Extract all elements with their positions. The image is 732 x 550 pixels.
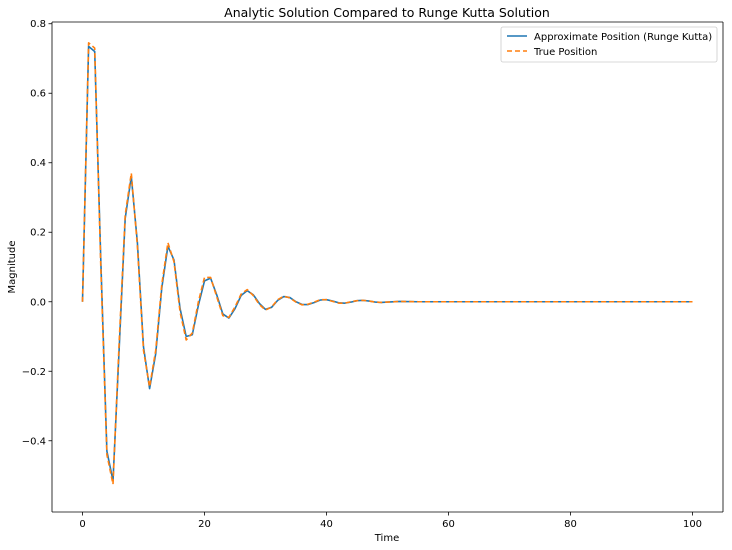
y-tick-label: −0.2 (22, 367, 46, 378)
y-ticks: −0.4 −0.2 0.0 0.2 0.4 0.6 0.8 (22, 19, 52, 447)
y-tick-label: 0.0 (30, 297, 46, 308)
legend-label-runge-kutta: Approximate Position (Runge Kutta) (534, 32, 712, 43)
y-tick-label: 0.8 (30, 19, 46, 30)
chart-title: Analytic Solution Compared to Runge Kutt… (224, 5, 550, 20)
x-tick-label: 80 (564, 519, 577, 530)
axes-frame (51, 21, 724, 513)
x-tick-label: 40 (320, 519, 333, 530)
series-layer (81, 42, 693, 486)
x-tick-label: 20 (198, 519, 211, 530)
y-tick-label: −0.4 (22, 436, 46, 447)
x-tick-label: 60 (442, 519, 455, 530)
y-tick-label: 0.4 (30, 158, 46, 169)
x-ticks: 0 20 40 60 80 100 (79, 512, 702, 530)
legend-label-true-position: True Position (533, 47, 597, 58)
x-tick-label: 0 (79, 519, 85, 530)
legend: Approximate Position (Runge Kutta) True … (500, 26, 718, 63)
series-line-true-position (81, 42, 693, 486)
legend-box (500, 26, 718, 63)
y-tick-label: 0.2 (30, 228, 46, 239)
y-axis-label: Magnitude (7, 241, 18, 294)
x-axis-label: Time (374, 533, 399, 544)
x-tick-label: 100 (683, 519, 702, 530)
y-tick-label: 0.6 (30, 89, 46, 100)
plot-area (52, 22, 723, 512)
